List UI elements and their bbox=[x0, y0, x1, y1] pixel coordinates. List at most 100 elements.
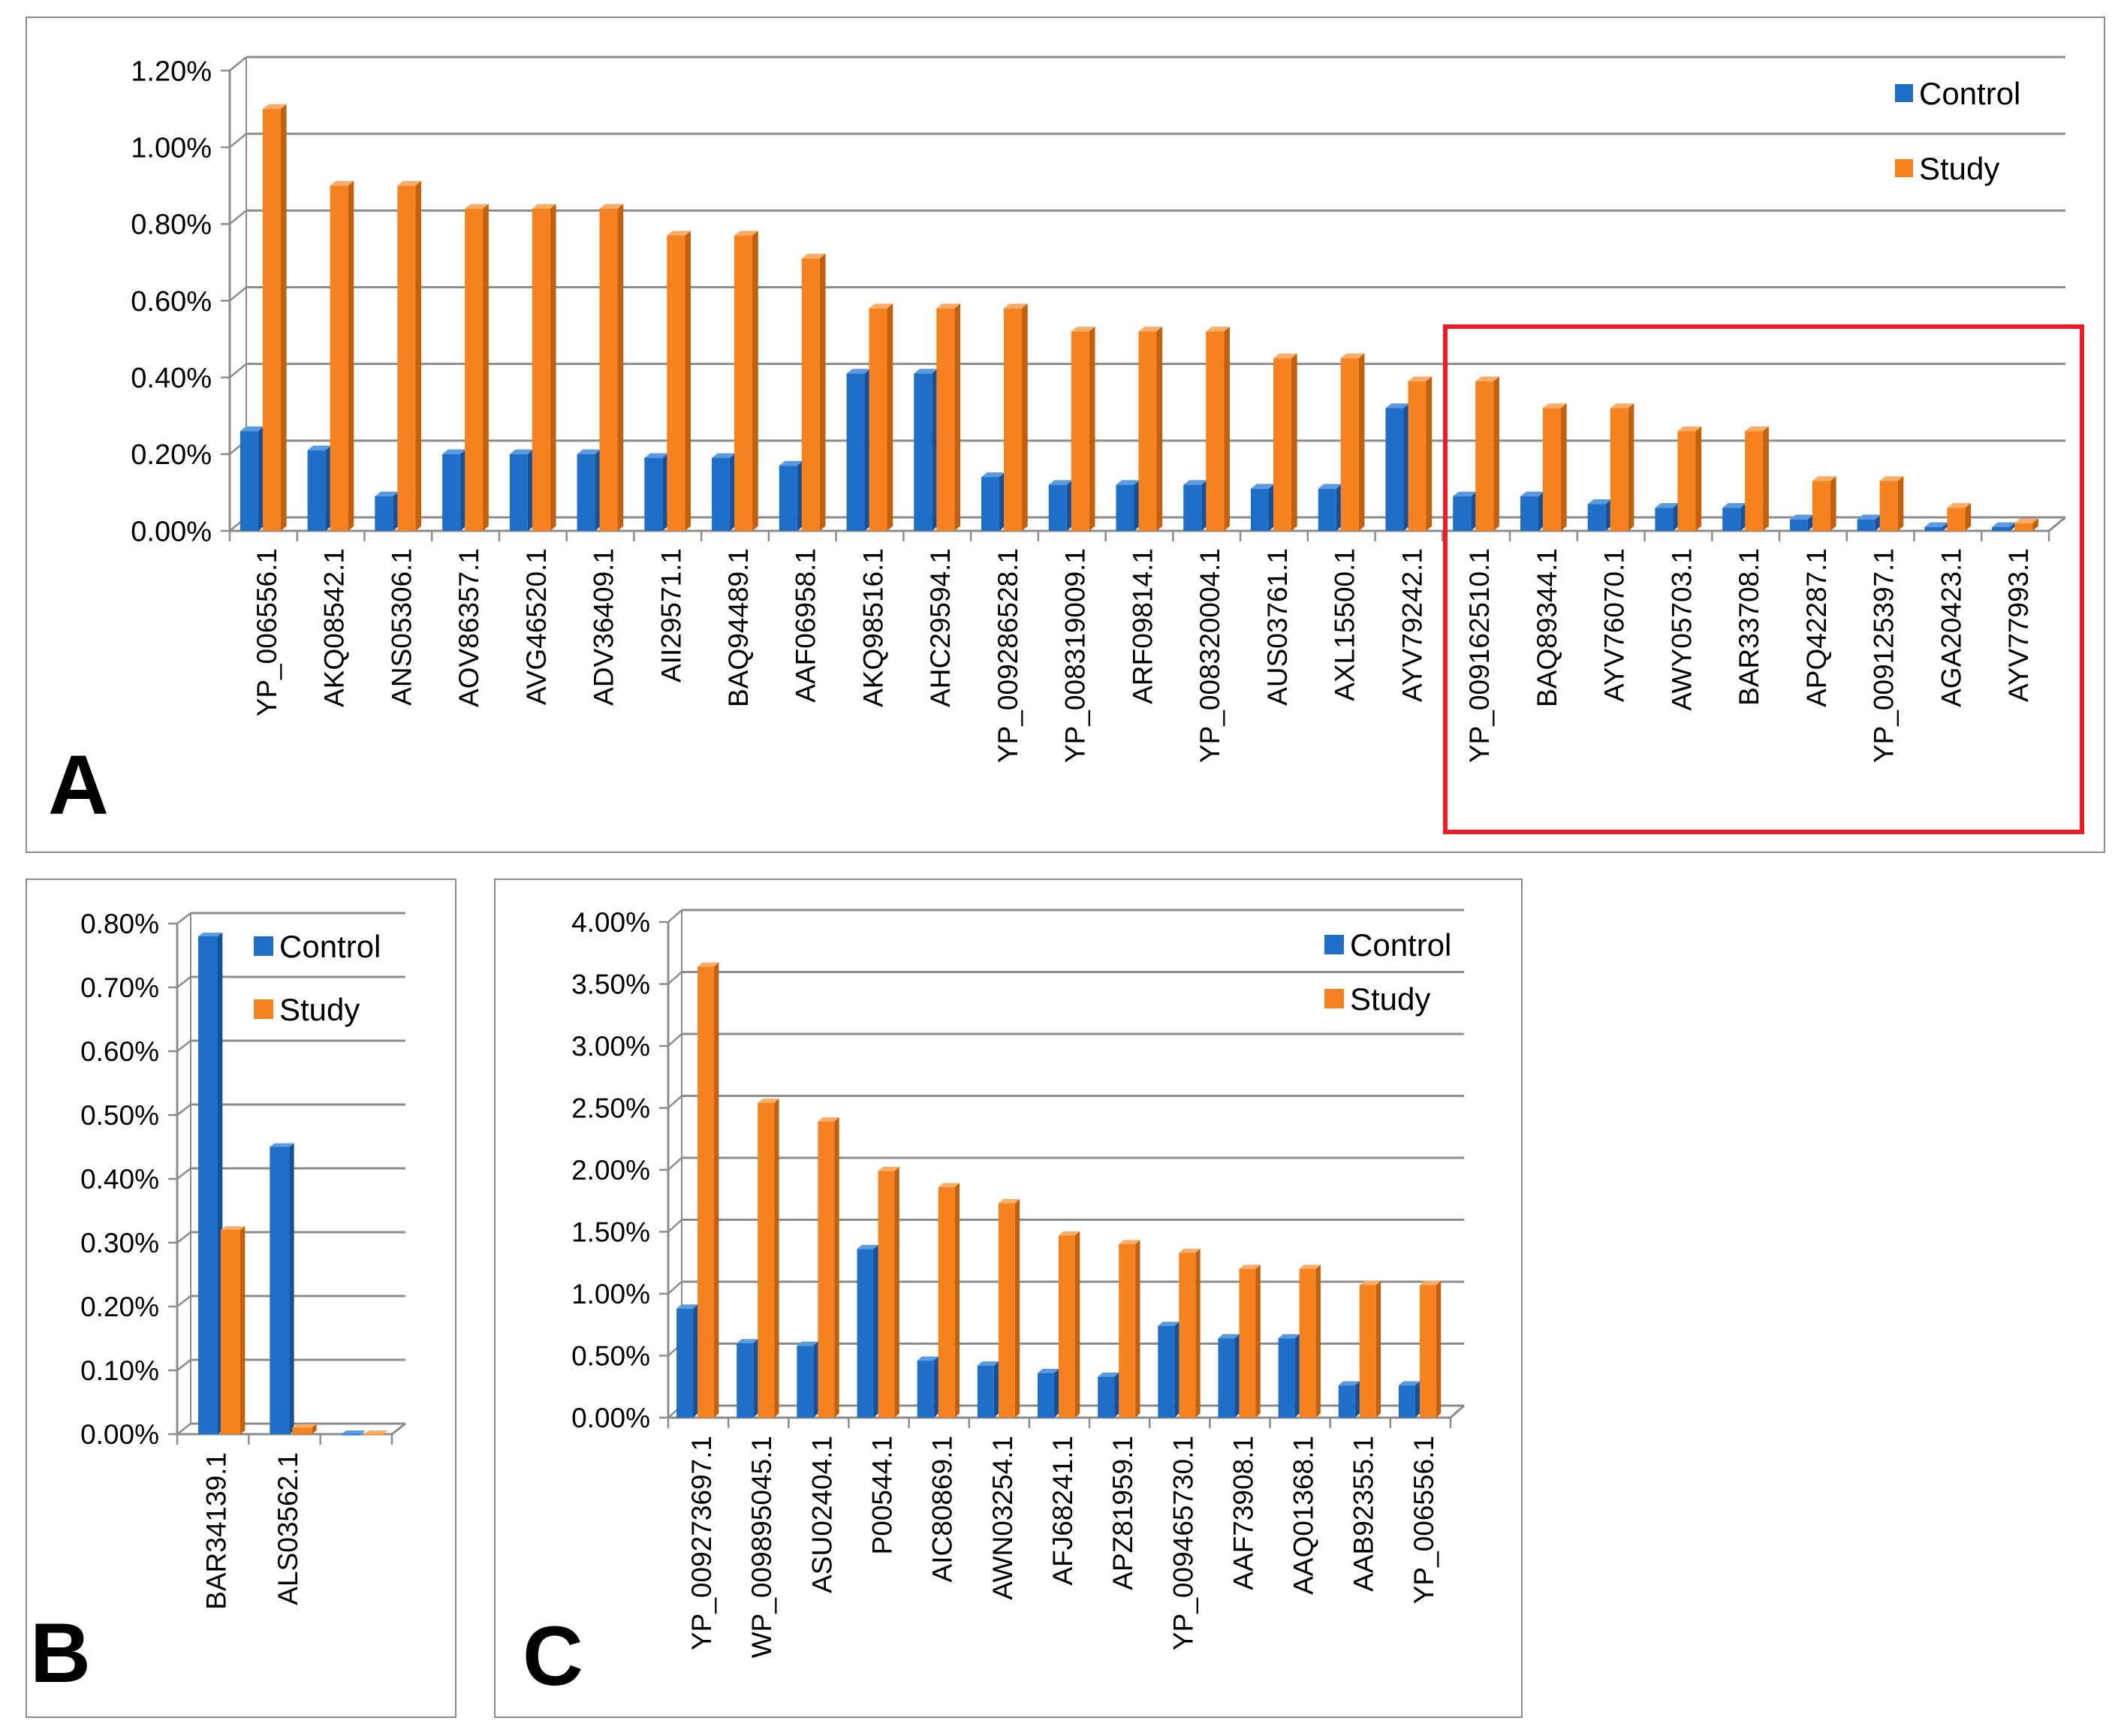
legend-control-swatch bbox=[1895, 84, 1913, 102]
bar-study-a-7 bbox=[734, 235, 753, 531]
bar-control-a-7-side bbox=[730, 453, 736, 531]
bar-control-c-6-side bbox=[1054, 1369, 1059, 1418]
chart-a-svg: 0.00% 0.20% 0.40% 0.60% 0.80% 1.00% 1.20% YP_00… bbox=[48, 56, 2084, 834]
depth-line bbox=[667, 1219, 682, 1233]
bar-study-a-19-side bbox=[1560, 403, 1567, 531]
bar-study-a-0-side bbox=[280, 104, 287, 531]
x-category-label: ASU02404.1 bbox=[806, 1436, 837, 1593]
bar-study-c-6-side bbox=[1075, 1231, 1080, 1418]
bar-study-a-22-side bbox=[1763, 426, 1769, 531]
bar-control-a-24-side bbox=[1875, 514, 1881, 531]
bar-control-a-15-top bbox=[1250, 484, 1275, 489]
bar-study-a-5-top bbox=[599, 203, 624, 209]
bar-study-a-9 bbox=[869, 308, 887, 531]
bar-control-a-15 bbox=[1250, 488, 1269, 531]
bar-study-c-7-side bbox=[1135, 1240, 1140, 1418]
legend-study-label: Study bbox=[1919, 151, 1999, 186]
x-category-label: P00544.1 bbox=[866, 1436, 897, 1554]
bar-control-b-1-side bbox=[289, 1143, 294, 1434]
bar-control-a-3-top bbox=[442, 449, 466, 454]
bar-control-c-6 bbox=[1038, 1373, 1054, 1418]
depth-line bbox=[229, 286, 247, 302]
bar-control-a-22-side bbox=[1740, 503, 1746, 531]
x-category-label: YP_009273697.1 bbox=[686, 1436, 717, 1650]
bar-control-a-3-side bbox=[460, 449, 466, 531]
bar-study-a-23-top bbox=[1812, 476, 1836, 481]
y-tick-label: 0.20% bbox=[80, 1291, 159, 1322]
x-category-label: AAB92355.1 bbox=[1348, 1436, 1379, 1592]
bar-study-a-8-side bbox=[819, 254, 826, 531]
bar-control-a-4-side bbox=[527, 449, 534, 531]
bar-study-a-14-top bbox=[1206, 327, 1230, 332]
x-category-label: AWN03254.1 bbox=[987, 1436, 1018, 1600]
bar-study-a-26-side bbox=[2032, 518, 2038, 531]
depth-line bbox=[176, 976, 191, 988]
bar-study-c-5 bbox=[998, 1203, 1015, 1418]
bar-control-c-3 bbox=[857, 1249, 874, 1418]
bar-control-c-10-top bbox=[1278, 1334, 1300, 1339]
y-tick-label: 2.00% bbox=[571, 1155, 650, 1186]
bar-study-a-17-top bbox=[1408, 376, 1433, 381]
bar-control-a-5 bbox=[577, 454, 595, 531]
x-category-label: YP_009162510.1 bbox=[1464, 548, 1495, 763]
bar-control-c-8-top bbox=[1158, 1322, 1179, 1326]
x-category-label: ARF09814.1 bbox=[1127, 548, 1158, 704]
legend-study-swatch bbox=[1324, 989, 1344, 1008]
bar-control-a-2-top bbox=[375, 491, 399, 497]
bar-control-c-9 bbox=[1218, 1338, 1235, 1418]
depth-line bbox=[176, 1359, 191, 1371]
bar-control-a-19-side bbox=[1538, 491, 1544, 531]
depth-line bbox=[229, 363, 247, 378]
panel-letter-b: B bbox=[30, 1606, 91, 1700]
bar-study-c-0 bbox=[697, 966, 715, 1418]
bar-study-a-4-top bbox=[532, 203, 556, 209]
bar-control-a-16 bbox=[1318, 488, 1336, 531]
bar-study-a-26-top bbox=[2014, 518, 2038, 523]
bar-study-a-15-side bbox=[1291, 353, 1297, 531]
x-category-label: AAQ01368.1 bbox=[1288, 1436, 1319, 1595]
bar-control-a-18-side bbox=[1471, 491, 1477, 531]
highlight-box bbox=[1443, 324, 2084, 834]
x-category-label: AWY05703.1 bbox=[1666, 548, 1697, 711]
y-tick-label: 1.00% bbox=[131, 132, 212, 164]
bar-control-a-18 bbox=[1453, 496, 1472, 531]
x-category-label: YP_008319009.1 bbox=[1060, 548, 1091, 763]
legend-study-label: Study bbox=[279, 992, 360, 1027]
bar-control-a-7 bbox=[712, 457, 731, 531]
bar-study-a-20 bbox=[1610, 408, 1628, 531]
x-category-label: AFJ68241.1 bbox=[1047, 1436, 1078, 1586]
bar-study-a-11-side bbox=[1022, 303, 1028, 531]
bar-study-a-13-top bbox=[1138, 327, 1163, 332]
bar-control-a-3 bbox=[442, 454, 461, 531]
bar-control-a-6 bbox=[644, 457, 663, 531]
bar-control-a-0 bbox=[240, 431, 258, 531]
depth-line bbox=[176, 912, 191, 924]
bar-control-a-2-side bbox=[393, 491, 399, 531]
bar-control-a-1 bbox=[307, 450, 326, 531]
bar-control-c-12-top bbox=[1398, 1381, 1421, 1386]
legend-control-swatch bbox=[254, 936, 273, 956]
bar-study-c-12 bbox=[1419, 1285, 1436, 1418]
x-category-label: YP_009465730.1 bbox=[1167, 1436, 1198, 1650]
x-category-label: AYV76070.1 bbox=[1599, 548, 1630, 702]
bar-control-a-9-top bbox=[846, 369, 871, 374]
bar-study-c-12-top bbox=[1419, 1280, 1442, 1285]
bar-study-a-9-top bbox=[869, 303, 893, 309]
y-tick-label: 0.60% bbox=[80, 1036, 159, 1067]
bar-control-c-0-side bbox=[693, 1304, 698, 1418]
bar-control-a-16-side bbox=[1336, 484, 1342, 531]
bar-study-c-11 bbox=[1359, 1285, 1376, 1418]
bar-control-c-12 bbox=[1398, 1385, 1415, 1418]
x-category-label: APQ42287.1 bbox=[1801, 548, 1832, 707]
bar-control-c-8-side bbox=[1174, 1322, 1179, 1418]
bar-study-a-25 bbox=[1947, 508, 1966, 531]
y-tick-label: 0.50% bbox=[571, 1340, 650, 1371]
bar-study-c-11-side bbox=[1375, 1280, 1381, 1418]
bar-control-c-5-top bbox=[977, 1361, 999, 1366]
bar-study-a-24 bbox=[1879, 481, 1898, 531]
bar-control-a-21-side bbox=[1673, 503, 1680, 531]
legend-study-swatch bbox=[1895, 159, 1913, 177]
x-category-label: YP_006556.1 bbox=[1408, 1436, 1439, 1604]
bar-study-c-4-side bbox=[954, 1183, 960, 1418]
bar-study-a-20-top bbox=[1610, 403, 1634, 408]
